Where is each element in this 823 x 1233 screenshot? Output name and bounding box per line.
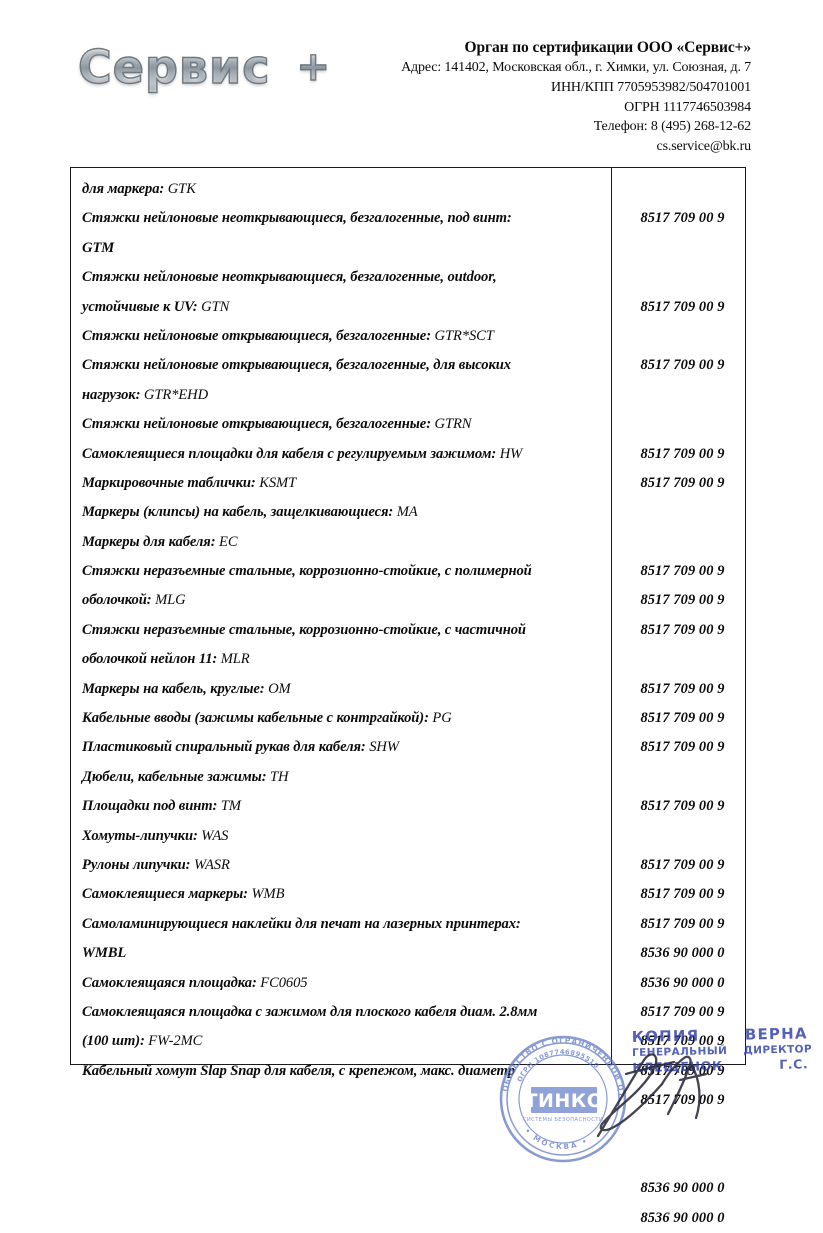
table-description-line: (100 шт): FW-2MC [82,1033,203,1050]
table-description-column: для маркера: GTK Стяжки нейлоновые неоткр… [71,168,611,1079]
svg-text:• МОСКВА •: • МОСКВА • [523,1126,590,1151]
table-description-line: Стяжки нейлоновые открывающиеся, безгало… [82,327,494,344]
logo-plus-icon: + [296,44,332,90]
table-description-line: Самоклеящиеся маркеры: WMB [82,886,285,903]
org-inn-kpp: ИНН/КПП 7705953982/504701001 [551,79,751,95]
company-logo: Сервис + [77,36,368,98]
table-code-value: 8517 709 00 9 [640,915,725,932]
table-code-spacer [612,645,747,674]
table-description-line: Рулоны липучки: WASR [82,856,230,873]
table-code-value: 8517 709 00 9 [640,886,725,903]
table-code-value: 8517 709 00 9 [640,1092,725,1109]
logo-wordmark: Сервис [77,40,271,94]
table-code-spacer [612,234,747,263]
table-code-value: 8517 709 00 9 [640,474,725,491]
table-description-line: Стяжки нейлоновые неоткрывающиеся, безга… [82,269,497,286]
table-column-divider [611,168,612,1064]
table-description-line: GTM [82,239,115,256]
table-description-line: устойчивые к UV: GTN [82,298,230,315]
table-code-value: 8517 709 00 9 [640,1003,725,1020]
table-description-line: WMBL [82,945,127,962]
svg-text:СИСТЕМЫ БЕЗОПАСНОСТИ: СИСТЕМЫ БЕЗОПАСНОСТИ [523,1117,603,1123]
table-code-value: 8517 709 00 9 [640,1062,725,1079]
table-code-value: 8517 709 00 9 [640,1033,725,1050]
table-code-spacer [612,381,747,410]
table-code-spacer [612,263,747,292]
table-description-line: Стяжки неразъемные стальные, коррозионно… [82,621,526,638]
table-code-column: 8517 709 00 9 8517 709 00 9 8517 709 00 … [612,168,747,1225]
table-code-value: 8536 90 000 0 [640,945,725,962]
table-code-value: 8536 90 000 0 [640,1180,725,1197]
table-code-spacer [612,175,747,204]
table-description-line: Дюбели, кабельные зажимы: TH [82,768,289,785]
svg-text:ТИНКО: ТИНКО [525,1090,604,1112]
org-email: cs.service@bk.ru [656,139,752,155]
table-code-value: 8517 709 00 9 [640,592,725,609]
table-description-line: Площадки под винт: TM [82,798,241,815]
org-address: Адрес: 141402, Московская обл., г. Химки… [401,59,751,75]
table-code-value: 8517 709 00 9 [640,710,725,727]
table-code-value: 8517 709 00 9 [640,739,725,756]
organization-details: Орган по сертификации ООО «Сервис+» Адре… [331,38,751,157]
products-table: для маркера: GTK Стяжки нейлоновые неоткр… [70,167,747,1226]
table-description-line: нагрузок: GTR*EHD [82,386,209,403]
table-code-spacer [612,410,747,439]
table-code-value: 8517 709 00 9 [640,621,725,638]
table-description-line: Пластиковый спиральный рукав для кабеля:… [82,739,399,756]
table-description-line: Стяжки нейлоновые открывающиеся, безгало… [82,357,511,374]
table-code-value: 8517 709 00 9 [640,298,725,315]
page-header: Сервис + Орган по сертификации ООО «Серв… [0,0,823,160]
table-code-value: 8517 709 00 9 [640,563,725,580]
org-phone: Телефон: 8 (495) 268-12-62 [593,119,751,135]
table-code-spacer [612,1116,747,1145]
table-code-value: 8517 709 00 9 [640,856,725,873]
table-description-line: оболочкой: MLG [82,592,186,609]
table-description-line: Маркеры (клипсы) на кабель, защелкивающи… [82,504,418,521]
table-description-line: оболочкой нейлон 11: MLR [82,651,250,668]
table-code-value: 8517 709 00 9 [640,798,725,815]
table-description-line: Стяжки нейлоновые неоткрывающиеся, безга… [82,210,512,227]
table-description-line: Самоклеящиеся площадки для кабеля с регу… [82,445,523,462]
table-code-spacer [612,822,747,851]
org-ogrn: ОГРН 1117746503984 [624,99,751,115]
table-code-value: 8517 709 00 9 [640,357,725,374]
table-code-spacer [612,322,747,351]
table-description-line: Стяжки нейлоновые открывающиеся, безгало… [82,416,472,433]
table-code-value: 8517 709 00 9 [640,210,725,227]
copy-stamp-verna: ВЕРНА [744,1024,808,1044]
table-description-line: Маркеры на кабель, круглые: OM [82,680,291,697]
table-description-line: Маркировочные таблички: KSMT [82,474,297,491]
table-description-line: для маркера: GTK [82,181,196,197]
table-code-spacer [612,1145,747,1174]
org-title: Орган по сертификации ООО «Сервис+» [464,39,752,56]
copy-stamp-director: ДИРЕКТОР [743,1043,813,1057]
table-code-value: 8517 709 00 9 [640,445,725,462]
table-description-line: Маркеры для кабеля: EC [82,533,238,550]
table-code-value: 8517 709 00 9 [640,680,725,697]
table-description-line: Самоламинирующиеся наклейки для печат на… [82,915,521,932]
table-code-value: 8536 90 000 0 [640,1209,725,1226]
table-code-spacer [612,498,747,527]
table-description-line: Кабельные вводы (зажимы кабельные с конт… [82,710,452,727]
table-description-line: Хомуты-липучки: WAS [82,827,229,844]
table-description-line: Самоклеящаяся площадка: FC0605 [82,974,308,991]
table-code-spacer [612,528,747,557]
table-description-line: Стяжки неразъемные стальные, коррозионно… [82,563,532,580]
table-description-line: Кабельный хомут Slap Snap для кабеля, с … [82,1062,515,1079]
table-description-line: Самоклеящаяся площадка с зажимом для пло… [82,1003,538,1020]
copy-stamp-initials: Г.С. [779,1056,809,1072]
table-code-spacer [612,763,747,792]
table-code-value: 8536 90 000 0 [640,974,725,991]
